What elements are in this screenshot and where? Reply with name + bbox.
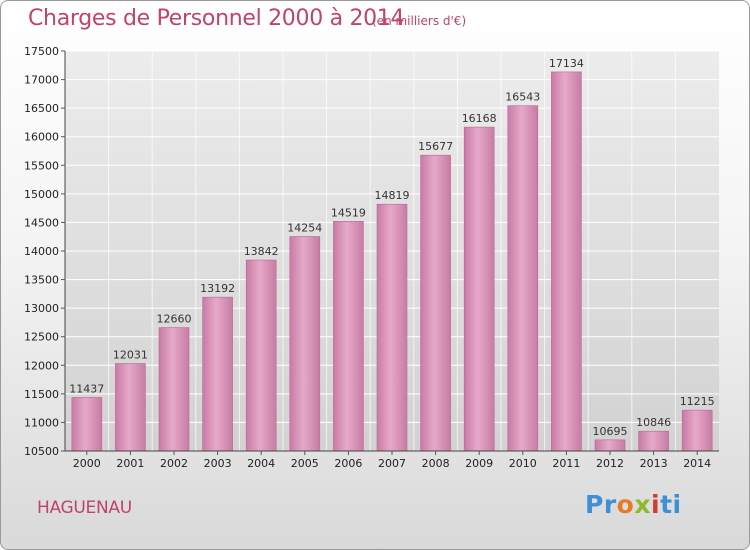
bar [420, 154, 451, 452]
bar [158, 327, 190, 452]
value-labels: 11437 12031 12660 13192 13842 14254 14519 14819… [69, 57, 714, 438]
value-label: 14519 [331, 206, 366, 219]
value-label: 10846 [636, 416, 671, 429]
bar [376, 203, 408, 452]
x-tick-label: 2009 [465, 457, 493, 470]
logo-part: o [616, 490, 635, 519]
value-label: 12660 [157, 313, 192, 326]
y-tick-label: 17000 [24, 74, 59, 87]
value-label: 14254 [287, 221, 322, 234]
logo-part: x [634, 490, 651, 519]
value-label: 14819 [375, 189, 410, 202]
bar [507, 105, 539, 452]
city-label: HAGUENAU [37, 498, 132, 518]
chart-title: Charges de Personnel 2000 à 2014 [28, 6, 405, 31]
x-tick-label: 2003 [204, 457, 232, 470]
x-tick-label: 2005 [291, 457, 319, 470]
y-tick-label: 12000 [24, 359, 59, 372]
y-tick-label: 11000 [24, 416, 59, 429]
value-label: 11215 [680, 395, 715, 408]
value-label: 16168 [462, 112, 497, 125]
proxiti-logo: Proxiti [585, 490, 682, 519]
y-tick-label: 14000 [24, 245, 59, 258]
x-tick-label: 2008 [422, 457, 450, 470]
bar [463, 126, 495, 452]
x-tick-label: 2010 [509, 457, 537, 470]
x-tick-label: 2006 [334, 457, 362, 470]
value-label: 15677 [418, 140, 453, 153]
bar [551, 71, 582, 452]
bar [245, 259, 277, 452]
value-label: 17134 [549, 57, 584, 70]
value-label: 16543 [505, 91, 540, 104]
y-tick-label: 15500 [24, 159, 59, 172]
x-tick-label: 2004 [247, 457, 275, 470]
logo-part: Pr [585, 490, 617, 519]
x-tick-label: 2013 [640, 457, 668, 470]
logo-part: i [650, 490, 661, 519]
x-tick-label: 2012 [596, 457, 624, 470]
y-tick-label: 11500 [24, 388, 59, 401]
x-tick-label: 2000 [73, 457, 101, 470]
bar [115, 363, 146, 452]
x-tick-label: 2002 [160, 457, 188, 470]
bar [202, 296, 233, 452]
bar [289, 236, 321, 452]
y-tick-label: 16000 [24, 131, 59, 144]
y-tick-label: 13000 [24, 302, 59, 315]
bar [333, 221, 364, 452]
y-tick-label: 17500 [24, 45, 59, 58]
x-tick-label: 2001 [116, 457, 144, 470]
x-axis-ticks: 2000 2001 2002 2003 2004 2005 2006 2007 2008 2009… [73, 451, 711, 470]
x-tick-label: 2007 [378, 457, 406, 470]
y-tick-label: 16500 [24, 102, 59, 115]
value-label: 13192 [200, 282, 235, 295]
value-label: 11437 [69, 382, 104, 395]
bar [71, 397, 103, 452]
value-label: 13842 [244, 245, 279, 258]
bars-group [71, 71, 713, 452]
y-tick-label: 12500 [24, 331, 59, 344]
value-label: 12031 [113, 349, 148, 362]
chart-subtitle: (en milliers d'€) [372, 14, 467, 28]
y-axis-ticks: 10500 11000 11500 12000 12500 13000 13500 14000… [24, 45, 65, 458]
bar [638, 430, 669, 452]
bar [594, 439, 626, 452]
x-tick-label: 2011 [552, 457, 580, 470]
bar [681, 409, 713, 452]
logo-part: ti [660, 490, 682, 519]
value-label: 10695 [593, 425, 628, 438]
y-tick-label: 15000 [24, 188, 59, 201]
x-tick-label: 2014 [683, 457, 711, 470]
y-tick-label: 13500 [24, 274, 59, 287]
y-tick-label: 10500 [24, 445, 59, 458]
y-tick-label: 14500 [24, 216, 59, 229]
